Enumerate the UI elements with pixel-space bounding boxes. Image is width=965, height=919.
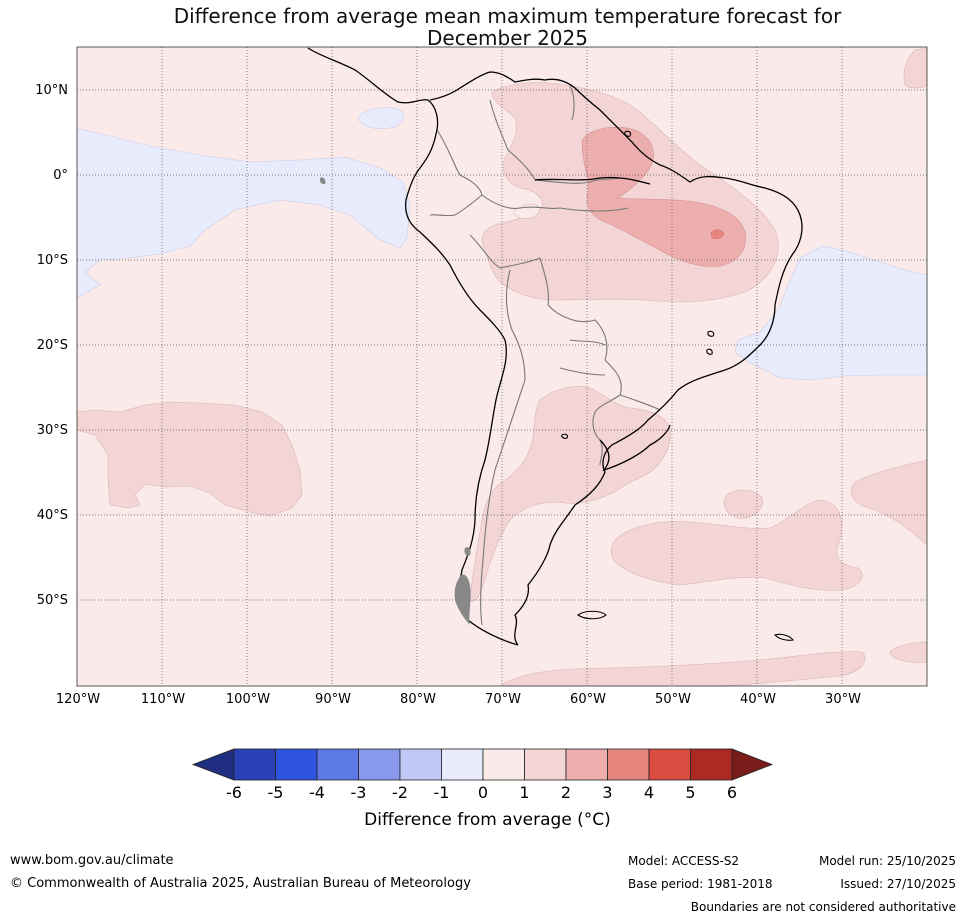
title-line-1: Difference from average mean maximum tem… — [173, 4, 842, 28]
colorbar-tick-label: 0 — [477, 783, 489, 802]
model-run-text: Model run: 25/10/2025 — [818, 854, 956, 868]
colorbar-swatch — [565, 748, 608, 781]
lon-label-70w: 70°W — [485, 692, 521, 707]
colorbar-tick-label: 4 — [643, 783, 655, 802]
map-frame — [76, 46, 928, 687]
cool-region-panama — [357, 107, 404, 129]
colorbar-swatch — [316, 748, 359, 781]
warm-region-south-pacific — [76, 401, 303, 517]
country-borders — [429, 85, 661, 626]
colorbar-tick-label: -4 — [309, 783, 325, 802]
lat-label-10n: 10°N — [35, 83, 68, 98]
lat-label-40s: 40°S — [36, 508, 68, 523]
warm-region-east-atlantic — [850, 459, 928, 546]
colorbar-swatch — [648, 748, 691, 781]
colorbar-swatch — [524, 748, 567, 781]
colorbar-tick-label: 6 — [726, 783, 738, 802]
lon-label-80w: 80°W — [400, 692, 436, 707]
warm-region-south-atlantic-small — [723, 489, 763, 519]
lat-label-10s: 10°S — [36, 253, 68, 268]
colorbar-tick-label: -2 — [392, 783, 408, 802]
warm-region-southern-ocean — [499, 651, 866, 687]
lon-label-100w: 100°W — [225, 692, 271, 707]
colorbar-tick-label: -1 — [433, 783, 450, 802]
lat-label-0: 0° — [53, 168, 68, 183]
lon-label-50w: 50°W — [655, 692, 691, 707]
map-title: Difference from average mean maximum tem… — [0, 5, 965, 49]
colorbar-swatch — [233, 748, 276, 781]
colorbar-tick-label: 2 — [560, 783, 572, 802]
lon-label-30w: 30°W — [825, 692, 861, 707]
colorbar-tick-label: 3 — [602, 783, 613, 802]
coastlines — [307, 47, 803, 646]
colorbar-swatch — [441, 748, 484, 781]
lon-label-60w: 60°W — [570, 692, 606, 707]
title-line-2: December 2025 — [427, 26, 588, 50]
warm-region-amazon-mid — [581, 127, 746, 267]
warm-region-south-atlantic — [610, 499, 863, 591]
colorbar-tick-label: -5 — [267, 783, 284, 802]
colorbar-tick-label: -3 — [350, 783, 367, 802]
model-text: Model: ACCESS-S2 — [628, 854, 740, 868]
lat-label-50s: 50°S — [36, 593, 68, 608]
colorbar-swatch — [607, 748, 650, 781]
website-text: www.bom.gov.au/climate — [10, 853, 174, 868]
colorbar-swatch — [399, 748, 442, 781]
chilean-fjords — [319, 177, 471, 625]
colorbar-extend-low — [191, 748, 235, 781]
colorbar-tick-label: 1 — [519, 783, 530, 802]
lat-label-30s: 30°S — [36, 423, 68, 438]
colorbar-tick-label: -6 — [226, 783, 242, 802]
colorbar-swatch — [690, 748, 733, 781]
graticule — [77, 47, 927, 686]
copyright-text: © Commonwealth of Australia 2025, Austra… — [10, 876, 471, 891]
colorbar-swatch — [275, 748, 318, 781]
warm-region-north-atlantic — [903, 47, 928, 89]
colorbar-swatch — [358, 748, 401, 781]
disclaimer-text: Boundaries are not considered authoritat… — [690, 900, 956, 914]
base-period-text: Base period: 1981-2018 — [628, 877, 773, 891]
lon-label-120w: 120°W — [55, 692, 101, 707]
lat-label-20s: 20°S — [36, 338, 68, 353]
colorbar-tick-label: 5 — [685, 783, 696, 802]
lon-label-110w: 110°W — [140, 692, 186, 707]
warm-region-southern-ocean-east — [889, 641, 928, 663]
cool-region-south-atlantic — [734, 245, 928, 381]
colorbar-label: Difference from average (°C) — [364, 810, 611, 830]
islands — [561, 130, 794, 641]
lon-label-40w: 40°W — [740, 692, 776, 707]
colorbar — [191, 748, 774, 781]
issued-text: Issued: 27/10/2025 — [840, 877, 956, 891]
colorbar-swatch — [482, 748, 525, 781]
warm-region-hotspot — [710, 229, 725, 240]
colorbar-extend-high — [731, 748, 774, 781]
lon-label-90w: 90°W — [315, 692, 351, 707]
